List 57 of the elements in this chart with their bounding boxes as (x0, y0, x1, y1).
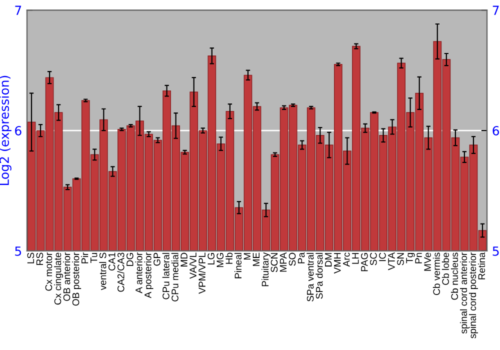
x-tick-label: DM (325, 253, 332, 266)
x-tick-label: IC (379, 252, 386, 262)
x-tick-label: ventral S (99, 252, 106, 290)
x-tick-label: Cx motor (45, 252, 52, 291)
x-tick-label: RS (36, 252, 44, 265)
x-tick-label: VPM/VPL (198, 252, 206, 294)
x-tick-label: LH (352, 253, 359, 264)
x-tick-label: Cb lobe (442, 252, 449, 285)
x-tick-label: CPu lateral (162, 252, 170, 300)
x-tick-label: SPa ventral (306, 252, 314, 302)
x-tick-label: ME (252, 252, 260, 266)
x-tick-label: Pir (81, 252, 88, 264)
x-tick-label: A posterior (144, 252, 154, 298)
y2-tick-label: 5 (492, 246, 499, 256)
x-tick-label: SC (370, 252, 377, 266)
x-tick-label: PAG (361, 253, 368, 272)
x-tick-label: MG (216, 253, 224, 267)
x-tick-label: SCN (270, 253, 278, 272)
x-tick-label: SPa dorsal (316, 252, 323, 299)
y2-tick-label: 7 (492, 6, 499, 15)
x-tick-label: CPu medial (171, 252, 178, 302)
x-tick-label: SN (397, 253, 404, 266)
y2-tick-label: 6 (492, 126, 500, 136)
x-tick-label: CA2/CA3 (117, 252, 124, 292)
x-tick-label: SO (288, 252, 296, 266)
x-tick-label: DG (126, 253, 134, 266)
x-tick-label: Tg (406, 252, 415, 264)
x-tick-label: A anterior (135, 252, 142, 294)
x-tick-label: Hb (225, 252, 233, 264)
x-tick-label: Arc (343, 252, 350, 267)
x-tick-label: LS (27, 252, 34, 264)
x-tick-label: spinal cord anterior (460, 252, 469, 334)
x-tick-label: Cb nucleus (450, 252, 458, 300)
y-tick-label: 6 (15, 126, 22, 136)
x-tick-label: Tu (90, 252, 98, 263)
x-tick-label: spinal cord posterior (469, 252, 478, 338)
x-tick-label: Cb vermis (432, 252, 440, 295)
x-tick-label: OB anterior (63, 252, 70, 301)
x-tick-label: Cx cingulate (54, 252, 64, 305)
y-tick-label: 5 (15, 246, 22, 256)
y-tick-label: 7 (15, 6, 22, 15)
x-tick-label: M (244, 253, 250, 260)
x-tick-label: GP (154, 252, 160, 266)
x-tick-label: OB posterior (72, 252, 82, 306)
x-tick-label: VA/VL (189, 252, 196, 279)
x-tick-label: Retina (478, 252, 486, 280)
x-tick-label: CA1 (108, 252, 116, 270)
x-tick-label: MD (180, 252, 188, 266)
x-tick-label: LG (208, 253, 214, 264)
x-tick-label: Pa (298, 252, 305, 264)
x-tick-label: MPA (280, 252, 287, 272)
x-tick-label: Pituitary (262, 252, 270, 286)
x-tick-label: VTA (388, 252, 395, 270)
x-tick-label: Pineal (234, 252, 242, 278)
x-tick-label: MVe (424, 252, 431, 271)
x-tick-label: VMH (334, 253, 341, 274)
x-tick-label: Pn (415, 252, 422, 264)
